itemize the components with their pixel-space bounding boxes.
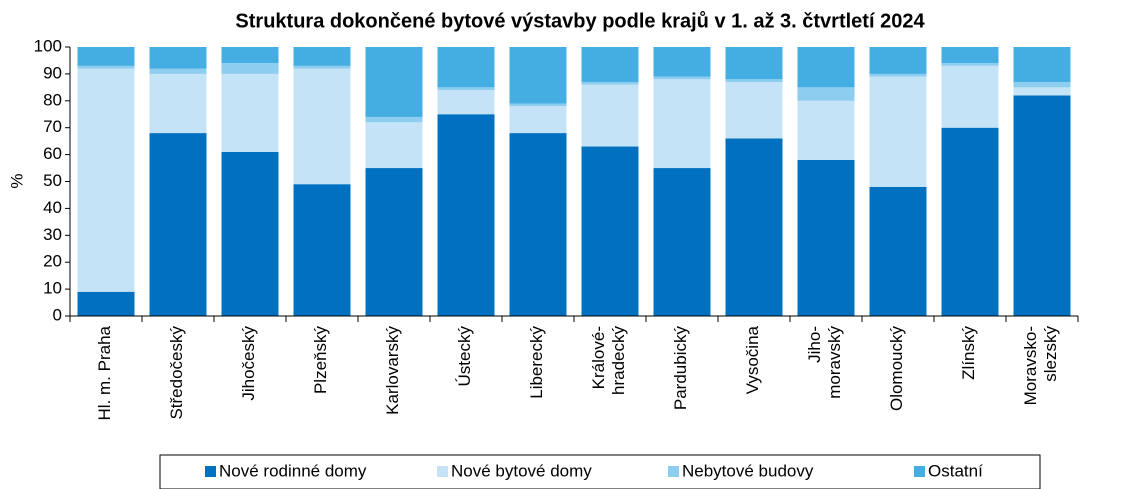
y-tick-label: 70 [43,117,62,136]
y-tick-label: 10 [43,279,62,298]
legend-swatch [205,466,216,477]
bar-segment [1013,87,1071,96]
bar-segment [77,47,135,66]
y-tick-label: 80 [43,90,62,109]
x-tick-label: Jihočeský [239,326,258,401]
y-axis-label: % [7,173,26,188]
y-tick-label: 90 [43,63,62,82]
bar-segment [725,138,783,316]
legend-swatch [668,466,679,477]
bar-segment [437,90,495,115]
bar-segment [293,65,351,69]
legend-label: Nové bytové domy [451,461,592,480]
bar-segment [581,84,639,147]
bar-segment [509,133,567,316]
bar-segment [437,47,495,88]
legend-swatch [914,466,925,477]
bar-segment [797,159,855,316]
bar-segment [77,68,135,292]
bar-segment [293,68,351,185]
bar-segment [221,73,279,152]
bar-segment [365,47,423,117]
bar-segment [1013,95,1071,316]
bar-segment [437,87,495,91]
bar-segment [653,168,711,316]
bar-segment [797,87,855,101]
x-tick-label: Pardubický [671,326,690,411]
x-tick-label: Liberecký [527,326,546,399]
bar-segment [1013,47,1071,82]
x-tick-label: Ústecký [455,326,474,387]
bar-segment [221,151,279,316]
bar-segment [1013,81,1071,88]
bar-segment [149,47,207,69]
bar-segment [149,133,207,316]
bar-segment [941,63,999,66]
bar-segment [797,100,855,160]
bar-segment [437,114,495,316]
y-tick-label: 50 [43,171,62,190]
y-tick-label: 0 [53,305,62,324]
legend-swatch [437,466,448,477]
bar-segment [797,47,855,88]
x-tick-label: Zlínský [959,326,978,380]
bar-segment [509,106,567,134]
bar-segment [581,47,639,82]
bar-segment [149,73,207,134]
bar-segment [725,81,783,139]
bar-segment [653,47,711,77]
bar-segment [293,184,351,316]
y-tick-label: 60 [43,144,62,163]
bar-segment [653,76,711,80]
bar-segment [221,63,279,74]
x-tick-label: Plzeňský [311,326,330,395]
x-tick-label: Moravsko-slezský [1021,326,1060,406]
bar-segment [581,146,639,316]
bar-segment [869,186,927,316]
bar-segment [365,168,423,316]
x-tick-label: Hl. m. Praha [95,325,114,420]
bar-segment [941,127,999,316]
bar-segment [365,116,423,123]
bar-segment [941,47,999,64]
legend-label: Nebytové budovy [682,461,814,480]
x-tick-label: Karlovarský [383,326,402,415]
bar-segment [869,73,927,77]
legend-box [159,454,1041,489]
bar-segment [869,47,927,74]
x-tick-label: Králové-hradecký [589,326,628,395]
legend-label: Nové rodinné domy [219,461,367,480]
y-tick-label: 30 [43,225,62,244]
bar-segment [725,47,783,80]
bar-segment [365,122,423,169]
chart-title: Struktura dokončené bytové výstavby podl… [235,10,925,32]
bar-segment [581,81,639,85]
bar-segment [509,47,567,104]
bar-segment [221,47,279,64]
y-tick-label: 20 [43,252,62,271]
x-tick-label: Jiho-moravský [805,326,844,399]
x-tick-label: Vysočina [743,325,762,394]
legend-label: Ostatní [928,461,983,480]
bar-segment [77,291,135,316]
bar-segment [653,79,711,169]
bar-segment [509,103,567,107]
bar-segment [941,65,999,128]
y-tick-label: 100 [34,36,62,55]
x-tick-label: Olomoucký [887,326,906,412]
bar-segment [77,65,135,69]
bar-segment [293,47,351,66]
y-tick-label: 40 [43,198,62,217]
x-tick-label: Středočeský [167,326,186,420]
bar-segment [725,79,783,82]
bar-segment [149,68,207,74]
bar-segment [869,76,927,187]
